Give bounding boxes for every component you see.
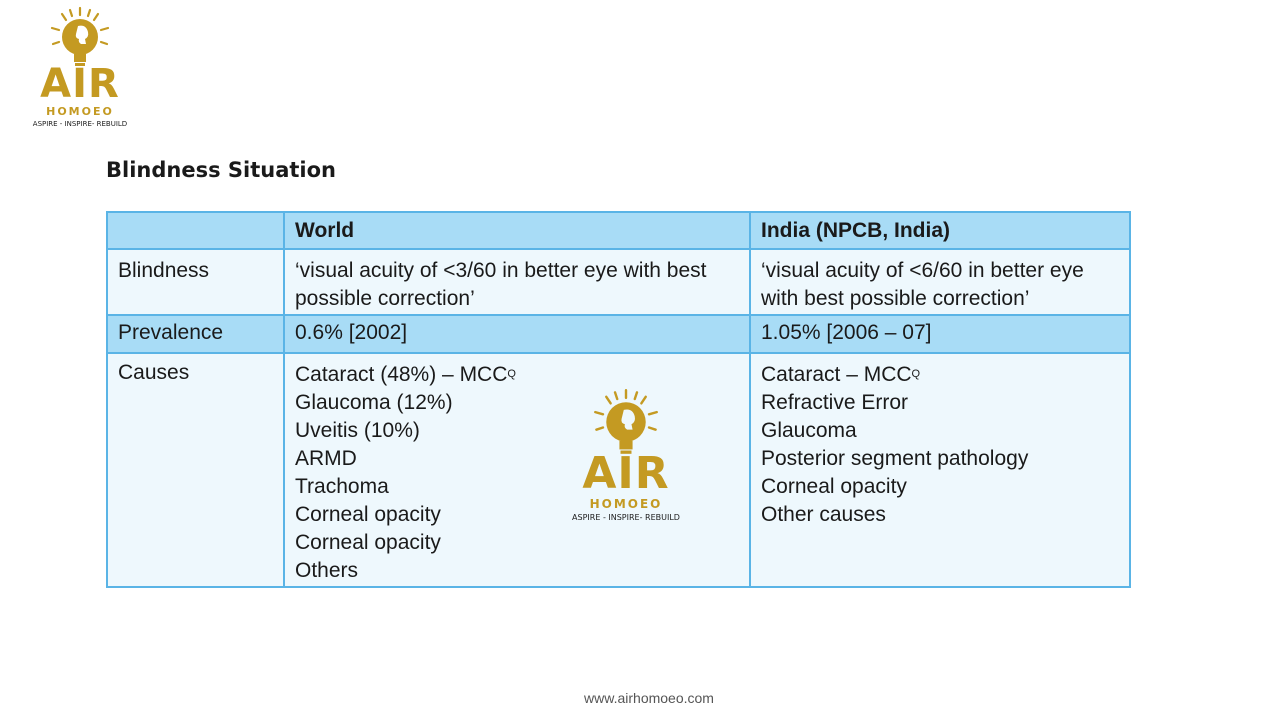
- superscript-q: Q: [911, 368, 921, 380]
- lightbulb-head-icon: [50, 6, 110, 66]
- table-row: Prevalence 0.6% [2002] 1.05% [2006 – 07]: [106, 314, 1131, 354]
- logo-top: AIR HOMOEO ASPIRE - INSPIRE- REBUILD: [28, 6, 132, 128]
- cell-causes-india: Cataract – MCCQ Refractive Error Glaucom…: [749, 352, 1131, 588]
- logo-tagline: ASPIRE - INSPIRE- REBUILD: [572, 513, 680, 522]
- blindness-table: World India (NPCB, India) Blindness ‘vis…: [106, 211, 1131, 588]
- cell-prevalence-world: 0.6% [2002]: [283, 314, 751, 354]
- cell-blindness-world: ‘visual acuity of <3/60 in better eye wi…: [283, 248, 751, 316]
- cell-prevalence-india: 1.05% [2006 – 07]: [749, 314, 1131, 354]
- header-india: India (NPCB, India): [749, 211, 1131, 250]
- cell-blindness-india: ‘visual acuity of <6/60 in better eye wi…: [749, 248, 1131, 316]
- logo-brand: AIR: [582, 448, 670, 499]
- cell-causes-world: Cataract (48%) – MCCQ Glaucoma (12%) Uve…: [283, 352, 751, 588]
- cause-item: ARMD: [295, 447, 357, 470]
- row-label-prevalence: Prevalence: [106, 314, 285, 354]
- cause-item: Corneal opacity: [295, 503, 441, 526]
- cause-item: Trachoma: [295, 475, 389, 498]
- row-label-blindness: Blindness: [106, 248, 285, 316]
- header-blank: [106, 211, 285, 250]
- cause-item: Glaucoma: [761, 419, 857, 442]
- cause-item: Uveitis (10%): [295, 419, 420, 442]
- cause-item: Corneal opacity: [295, 531, 441, 554]
- cause-item: Refractive Error: [761, 391, 909, 414]
- page-title: Blindness Situation: [106, 158, 336, 182]
- table-row: Blindness ‘visual acuity of <3/60 in bet…: [106, 248, 1131, 316]
- logo-sub: HOMOEO: [589, 497, 663, 511]
- superscript-q: Q: [507, 368, 516, 380]
- logo-watermark: AIR HOMOEO ASPIRE - INSPIRE- REBUILD: [568, 388, 684, 522]
- cause-item: Glaucoma (12%): [295, 391, 453, 414]
- logo-tagline: ASPIRE - INSPIRE- REBUILD: [32, 120, 128, 128]
- cause-item: Other causes: [761, 503, 886, 526]
- logo-sub: HOMOEO: [46, 105, 114, 118]
- row-label-causes: Causes: [106, 352, 285, 588]
- lightbulb-head-icon: [594, 388, 658, 454]
- cause-item: Posterior segment pathology: [761, 447, 1029, 470]
- cause-item: Corneal opacity: [761, 475, 907, 498]
- logo-brand: AIR: [40, 61, 120, 107]
- cause-item: Others: [295, 559, 359, 582]
- footer-url: www.airhomoeo.com: [584, 690, 714, 706]
- table-header-row: World India (NPCB, India): [106, 211, 1131, 250]
- cause-item: Cataract (48%) – MCCQ: [295, 363, 516, 386]
- cause-item: Cataract – MCCQ: [761, 363, 921, 386]
- header-world: World: [283, 211, 751, 250]
- table-row: Causes Cataract (48%) – MCCQ Glaucoma (1…: [106, 352, 1131, 588]
